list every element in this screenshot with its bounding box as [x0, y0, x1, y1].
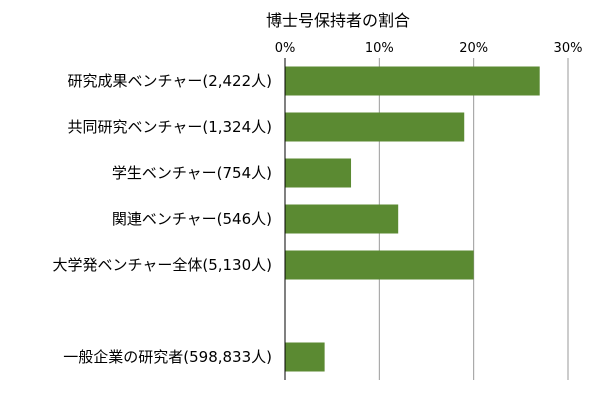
bar — [285, 250, 474, 280]
category-label: 共同研究ベンチャー(1,324人) — [68, 118, 273, 136]
x-tick-label: 0% — [275, 41, 296, 56]
category-label: 大学発ベンチャー全体(5,130人) — [53, 256, 273, 274]
category-label: 関連ベンチャー(546人) — [112, 210, 272, 228]
category-label: 研究成果ベンチャー(2,422人) — [68, 72, 273, 90]
category-labels: 研究成果ベンチャー(2,422人) 共同研究ベンチャー(1,324人) 学生ベンチャ… — [53, 72, 273, 366]
x-tick-label: 20% — [459, 41, 488, 56]
bar — [285, 66, 540, 96]
bar — [285, 342, 325, 372]
gridlines — [378, 58, 569, 380]
category-label: 一般企業の研究者(598,833人) — [63, 348, 272, 366]
bar — [285, 158, 352, 188]
x-tick-label: 30% — [554, 41, 583, 56]
bars — [285, 66, 540, 372]
x-axis-tick-labels: 0% 10% 20% 30% — [275, 41, 583, 56]
category-label: 学生ベンチャー(754人) — [112, 164, 272, 182]
bar — [285, 112, 465, 142]
chart-title: 博士号保持者の割合 — [266, 11, 410, 30]
bar — [285, 204, 399, 234]
x-tick-label: 10% — [365, 41, 394, 56]
